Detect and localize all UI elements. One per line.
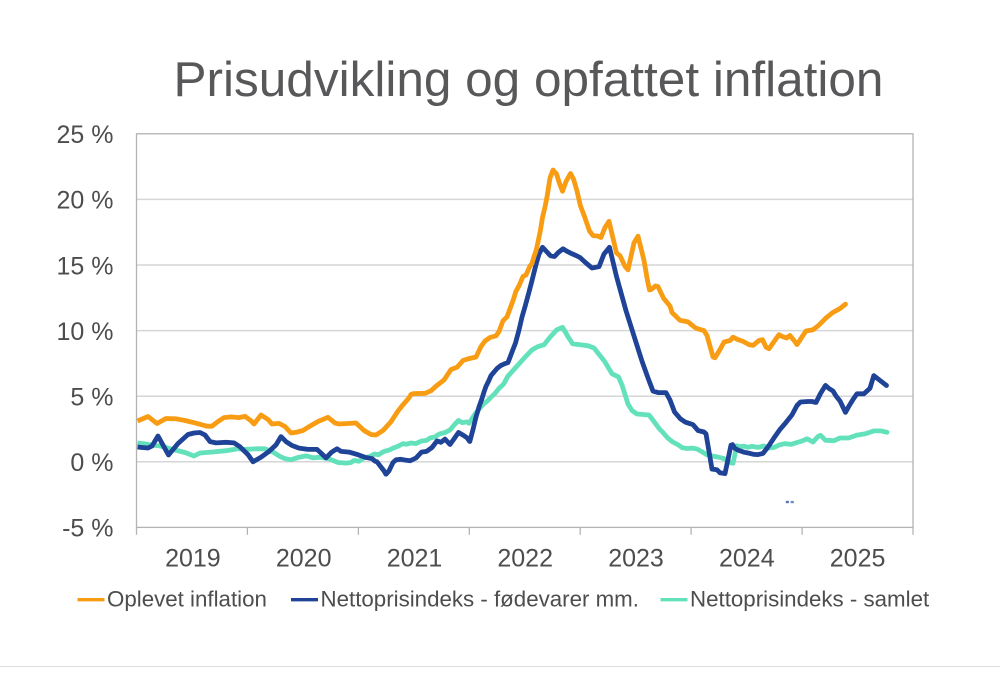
svg-text:Nettoprisindeks - fødevarer mm: Nettoprisindeks - fødevarer mm. — [321, 587, 639, 612]
svg-text:5 %: 5 % — [70, 384, 113, 412]
svg-text:2021: 2021 — [387, 545, 443, 573]
svg-text:Prisudvikling og opfattet infl: Prisudvikling og opfattet inflation — [174, 52, 884, 107]
svg-text:2023: 2023 — [608, 545, 664, 573]
svg-text:2022: 2022 — [497, 545, 553, 573]
svg-text:2019: 2019 — [165, 545, 221, 573]
svg-text:10 %: 10 % — [57, 318, 114, 346]
svg-text:25 %: 25 % — [57, 121, 114, 149]
svg-text:-5 %: -5 % — [62, 515, 113, 543]
svg-text:15 %: 15 % — [57, 252, 114, 280]
svg-text:2025: 2025 — [830, 545, 886, 573]
svg-text:20 %: 20 % — [57, 187, 114, 215]
svg-text:Nettoprisindeks - samlet: Nettoprisindeks - samlet — [690, 587, 930, 612]
svg-text:2024: 2024 — [719, 545, 775, 573]
svg-text:Oplevet inflation: Oplevet inflation — [107, 587, 267, 612]
svg-text:2020: 2020 — [276, 545, 332, 573]
svg-text:0 %: 0 % — [70, 449, 113, 477]
